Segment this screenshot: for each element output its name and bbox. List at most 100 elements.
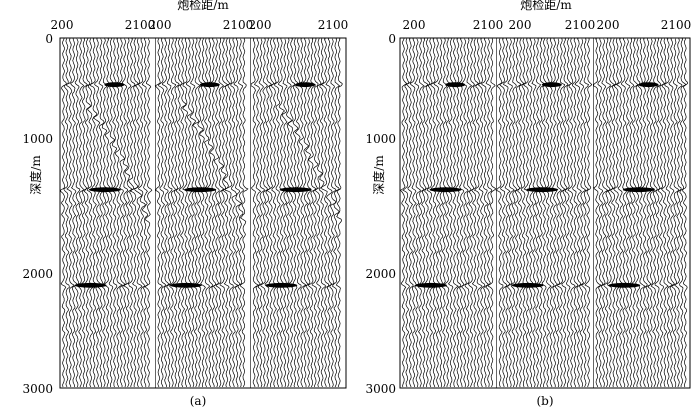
seismic-trace (584, 38, 593, 388)
panel-a-xtick-3: 200 (149, 18, 172, 32)
seismic-trace (93, 38, 102, 388)
panel-b-xtick-1: 200 (403, 18, 426, 32)
reflection-event (184, 187, 217, 193)
seismic-trace (660, 38, 669, 388)
seismic-trace (477, 38, 485, 388)
reflection-event (279, 187, 312, 193)
seismic-trace (70, 38, 78, 388)
panel-b-ytick-4: 3000 (365, 382, 396, 396)
seismic-trace (281, 38, 290, 388)
seismic-trace (574, 38, 582, 388)
seismic-trace (540, 38, 548, 388)
panel-a-xtick-4: 2100 (223, 18, 254, 32)
seismic-trace (426, 38, 434, 388)
panel-b-ytick-1: 0 (388, 32, 396, 46)
seismic-trace (209, 38, 217, 388)
seismic-trace (637, 38, 646, 388)
seismic-trace (648, 38, 655, 388)
seismic-trace (507, 38, 515, 388)
seismic-trace (266, 38, 275, 388)
seismic-trace (325, 38, 333, 388)
seismic-trace (527, 38, 534, 388)
seismic-trace (79, 38, 88, 388)
seismic-trace (487, 38, 497, 388)
panel-b-traces (400, 38, 689, 388)
seismic-trace (429, 38, 439, 388)
reflection-event (638, 82, 659, 88)
panel-b-xtick-4: 2100 (565, 18, 596, 32)
seismic-trace (533, 38, 542, 388)
panel-a-tick-labels: 200 2100 200 2100 200 2100 0 1000 2000 3… (22, 18, 348, 396)
reflection-event (526, 187, 559, 193)
seismic-trace (332, 38, 341, 388)
seismic-trace (178, 38, 188, 388)
seismic-trace (561, 38, 569, 388)
seismic-trace (103, 38, 113, 388)
seismic-trace (613, 38, 622, 388)
seismic-trace (557, 38, 566, 388)
seismic-trace (400, 38, 408, 388)
panel-a-ytick-2: 1000 (22, 132, 53, 146)
seismic-trace (564, 38, 572, 388)
seismic-trace (230, 38, 239, 388)
seismic-trace (254, 38, 262, 388)
seismic-trace (192, 38, 201, 388)
seismic-trace (449, 38, 459, 388)
reflection-event (415, 282, 447, 288)
seismic-trace (485, 38, 493, 388)
seismic-trace (597, 38, 604, 388)
seismic-trace (440, 38, 448, 388)
seismic-trace (97, 38, 106, 388)
seismic-trace (233, 38, 243, 388)
seismic-trace (579, 38, 587, 388)
seismic-trace (657, 38, 665, 388)
seismic-trace (127, 38, 136, 388)
seismic-trace (621, 38, 628, 388)
seismic-trace (495, 38, 504, 388)
seismic-trace (447, 38, 455, 388)
seismic-trace (580, 38, 590, 388)
seismic-trace (260, 38, 268, 388)
seismic-trace (610, 38, 617, 388)
panel-b-xtick-3: 200 (509, 18, 532, 32)
seismic-trace (318, 38, 327, 388)
seismic-trace (457, 38, 465, 388)
seismic-trace (424, 38, 431, 388)
seismic-trace (76, 38, 85, 388)
seismic-trace (673, 38, 683, 388)
panel-b-frame (399, 37, 691, 389)
seismic-trace (257, 38, 266, 388)
seismic-trace (298, 38, 307, 388)
seismic-trace (522, 38, 533, 388)
seismic-trace (419, 38, 429, 388)
seismic-trace (100, 38, 108, 388)
seismic-trace (644, 38, 652, 388)
seismic-trace (314, 38, 324, 388)
seismic-trace (405, 38, 414, 388)
seismic-trace (320, 38, 330, 388)
seismic-trace (74, 38, 81, 388)
seismic-trace (615, 38, 625, 388)
seismic-trace (654, 38, 661, 388)
seismic-trace (682, 38, 689, 388)
seismic-trace (172, 38, 180, 388)
panel-a-y-label: 深度/m (28, 155, 43, 195)
reflection-event (541, 82, 562, 88)
seismic-trace (571, 38, 579, 388)
reflection-event (265, 282, 298, 288)
seismic-trace (664, 38, 674, 388)
seismic-trace (185, 38, 193, 388)
seismic-trace (679, 38, 687, 388)
seismic-trace (145, 38, 153, 388)
seismic-trace (166, 38, 173, 388)
seismic-trace (464, 38, 473, 388)
seismic-trace (606, 38, 616, 388)
reflection-event (608, 282, 641, 288)
seismic-trace (433, 38, 441, 388)
seismic-trace (117, 38, 125, 388)
reflection-event (622, 187, 655, 193)
seismic-trace (538, 38, 546, 388)
seismic-trace (219, 38, 229, 388)
seismic-trace (471, 38, 479, 388)
seismic-trace (158, 38, 167, 388)
